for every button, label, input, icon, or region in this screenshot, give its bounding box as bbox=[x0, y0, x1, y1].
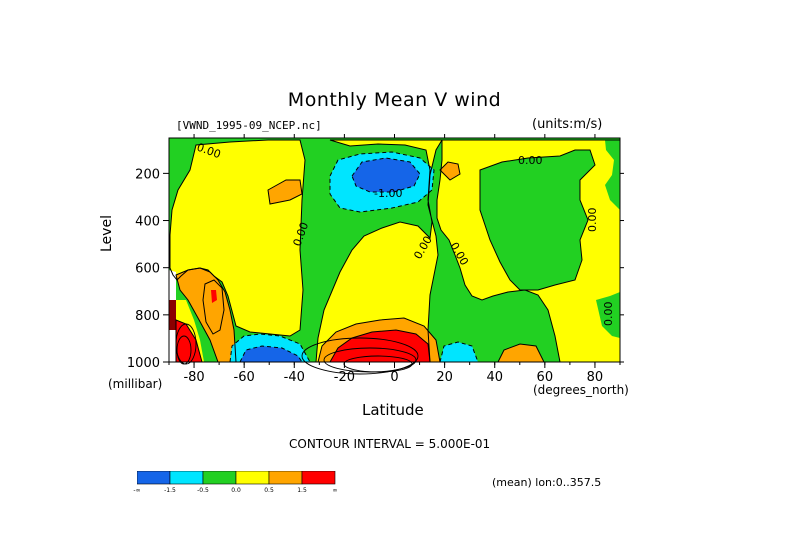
x-axis-unit: (degrees_north) bbox=[533, 383, 629, 397]
colorbar-segment-4 bbox=[268, 471, 303, 485]
contour-label-1: -1.00 bbox=[374, 187, 402, 200]
x-tick-label-60: 60 bbox=[537, 370, 554, 385]
contour-interval-label: CONTOUR INTERVAL = 5.000E-01 bbox=[289, 437, 491, 451]
contour-line-orange-upper-sh bbox=[267, 179, 303, 205]
colorbar-label-4: 0.5 bbox=[264, 487, 274, 494]
region-blue-south-low bbox=[240, 346, 302, 362]
file-label: [VWND_1995-09_NCEP.nc] bbox=[176, 119, 322, 132]
contour-line-orange-blob-sh bbox=[202, 279, 225, 335]
y-tick-label-1000: 1000 bbox=[127, 356, 160, 371]
contour-label-6: 0.00 bbox=[586, 208, 599, 233]
region-darkred-polar bbox=[169, 300, 176, 330]
contour-line-yellow-column-nh bbox=[436, 139, 621, 363]
y-tick-label-600: 600 bbox=[135, 262, 160, 277]
contour-line-orange-polar-sh bbox=[175, 267, 237, 363]
region-green-nh-lower bbox=[596, 292, 620, 338]
x-tick-label-40: 40 bbox=[486, 370, 503, 385]
colorbar-segment-5 bbox=[301, 471, 336, 485]
colorbar bbox=[137, 471, 336, 485]
colorbar-label-3: 0.0 bbox=[231, 487, 241, 494]
contour-line-dashed-cyan-south-low bbox=[229, 333, 311, 363]
colorbar-label-2: -0.5 bbox=[197, 487, 209, 494]
colorbar-label-6: ∞ bbox=[332, 487, 338, 494]
contour-line-yellow-column-sh bbox=[169, 139, 306, 337]
x-tick-label-80: 80 bbox=[587, 370, 604, 385]
contour-line-yellow-tropics-upper bbox=[315, 139, 443, 363]
region-green-nh-upper bbox=[480, 150, 595, 290]
contour-line-dashed-cyan-nh-low bbox=[439, 341, 479, 363]
colorbar-segment-0 bbox=[137, 471, 171, 485]
colorbar-label-1: -1.5 bbox=[164, 487, 176, 494]
contour-label-5: 0.00 bbox=[518, 154, 543, 167]
contour-line-red-polar-sh bbox=[175, 319, 203, 363]
region-green-nh-poleward bbox=[605, 140, 620, 210]
contour-line-dashed-blue-south-low bbox=[239, 345, 303, 363]
contour-line-red-equator-low bbox=[329, 329, 431, 363]
colorbar-segment-3 bbox=[235, 471, 270, 485]
y-axis-unit: (millibar) bbox=[108, 377, 163, 391]
contour-label-7: 0.00 bbox=[602, 302, 615, 327]
contour-line-orange-equator-low bbox=[317, 317, 441, 363]
x-tick-label--80: -80 bbox=[183, 370, 204, 385]
x-tick-label--20: -20 bbox=[334, 370, 355, 385]
contour-line-polar-inner-1 bbox=[176, 335, 192, 365]
y-axis-label: Level bbox=[99, 215, 115, 252]
x-tick-label--40: -40 bbox=[284, 370, 305, 385]
chart-title: Monthly Mean V wind bbox=[287, 89, 502, 111]
contour-line-dashed-blue-upper-jet bbox=[351, 157, 421, 193]
contour-line-orange-upper-nh bbox=[439, 161, 461, 181]
region-orange-nh-low bbox=[498, 344, 544, 362]
contour-line-green-nh-upper bbox=[479, 149, 596, 291]
x-tick-label--60: -60 bbox=[234, 370, 255, 385]
units-label: (units:m/s) bbox=[532, 117, 603, 132]
contour-line-eq-inner-0 bbox=[301, 337, 419, 375]
x-axis-label: Latitude bbox=[362, 401, 424, 419]
region-blue-upper-jet bbox=[352, 158, 420, 192]
contour-line-polar-inner-0 bbox=[175, 323, 197, 365]
colorbar-segment-1 bbox=[169, 471, 204, 485]
y-tick-label-400: 400 bbox=[135, 215, 160, 230]
x-tick-label-0: 0 bbox=[390, 370, 398, 385]
colorbar-label-5: 1.5 bbox=[297, 487, 307, 494]
y-tick-label-800: 800 bbox=[135, 309, 160, 324]
region-cyan-nh-low bbox=[440, 342, 478, 362]
y-tick-label-200: 200 bbox=[135, 167, 160, 182]
x-tick-label-20: 20 bbox=[436, 370, 453, 385]
colorbar-label-0: -∞ bbox=[133, 487, 141, 494]
region-orange-blob-sh bbox=[203, 280, 224, 334]
colorbar-segment-2 bbox=[202, 471, 237, 485]
mean-label: (mean) lon:0..357.5 bbox=[492, 476, 602, 489]
region-red-blob-sh bbox=[211, 290, 217, 303]
region-orange-upper-nh bbox=[440, 162, 460, 180]
region-yellow-tropics-upper bbox=[316, 140, 442, 362]
